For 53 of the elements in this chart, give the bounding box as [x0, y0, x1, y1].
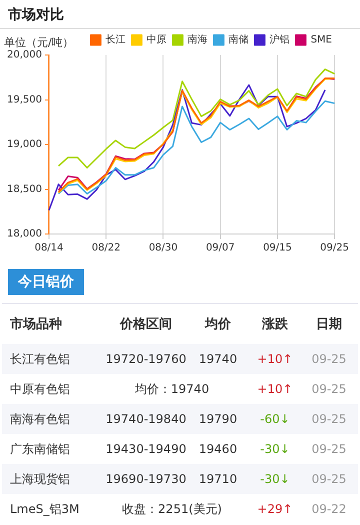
text: 19430-19490: [104, 442, 188, 456]
text: 09-25: [310, 382, 348, 396]
text: 19740-19840: [104, 412, 188, 426]
text: +10↑: [256, 382, 294, 396]
legend-label: 沪铝: [270, 34, 290, 46]
text: 09-25: [310, 472, 348, 486]
x-tick-label: 09/15: [263, 242, 292, 254]
text: 19720-19760: [104, 352, 188, 366]
legend-label: 中原: [146, 34, 167, 46]
text: 19710: [198, 472, 238, 486]
text: +10↑: [256, 352, 294, 366]
x-tick-label: 08/14: [34, 242, 64, 254]
text: 上海现货铝: [9, 470, 71, 488]
y-tick-label: 19,500: [6, 94, 42, 106]
y-tick-label: 19,000: [6, 139, 42, 150]
text: -30↓: [259, 442, 291, 456]
y-axis-title: 单位（元/吨）: [4, 36, 74, 49]
text: 09-25: [310, 352, 348, 366]
text: 均价：19740: [134, 380, 210, 398]
text: 收盘：2251(美元): [121, 500, 223, 518]
text: 19460: [198, 442, 238, 456]
text: 19790: [198, 412, 238, 426]
text: 南海有色铝: [9, 410, 71, 428]
text: 市场品种: [9, 316, 63, 333]
text: 09-25: [310, 412, 348, 426]
legend-label: 长江: [106, 34, 126, 46]
x-tick-label: 09/07: [206, 242, 235, 254]
y-tick-label: 18,000: [6, 228, 42, 240]
legend-label: 南海: [188, 34, 208, 46]
text: 今日铝价: [8, 269, 84, 295]
y-tick-label: 20,000: [6, 50, 42, 61]
text: 19740: [198, 352, 238, 366]
text: LmeS_铝3M: [9, 500, 80, 518]
x-tick-label: 08/30: [148, 242, 178, 254]
legend-label: SME: [310, 34, 332, 46]
text: 均价: [204, 316, 232, 333]
text: 广东南储铝: [9, 440, 71, 458]
legend-label: 南储: [228, 34, 249, 46]
text: 价格区间: [118, 316, 173, 333]
text: 09-22: [310, 502, 348, 516]
text: -60↓: [259, 412, 291, 426]
text: 日期: [315, 316, 343, 333]
text: 中原有色铝: [9, 380, 71, 398]
text: 09-25: [310, 442, 348, 456]
chart-title: 市场对比: [0, 0, 360, 29]
text: +29↑: [256, 502, 294, 516]
text: -30↓: [259, 472, 291, 486]
x-tick-label: 08/22: [92, 242, 121, 254]
text: 涨跌: [260, 316, 289, 333]
y-tick-label: 18,500: [6, 184, 42, 195]
text: 19690-19730: [104, 472, 188, 486]
x-tick-label: 09/25: [320, 242, 350, 254]
text: 长江有色铝: [9, 350, 71, 368]
